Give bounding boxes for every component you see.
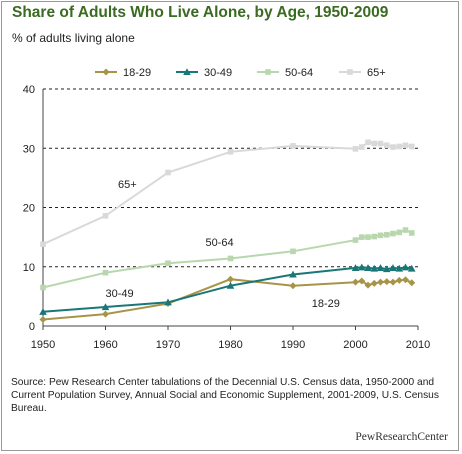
data-point-65+ [377, 140, 384, 147]
data-point-50-64 [352, 237, 359, 243]
data-point-18-29 [370, 279, 378, 287]
legend-marker-65+ [347, 69, 353, 75]
data-point-30-49 [370, 264, 379, 272]
y-tick-label: 40 [23, 84, 35, 96]
data-point-65+ [352, 146, 359, 152]
data-point-65+ [402, 142, 409, 149]
data-point-50-64 [165, 260, 171, 266]
x-tick-label: 1980 [218, 339, 242, 351]
data-point-65+ [102, 212, 109, 219]
pew-logo-text: PewResearchCenter [355, 431, 448, 443]
data-point-30-49 [407, 264, 416, 272]
data-point-65+ [396, 143, 403, 150]
data-point-18-29 [402, 276, 409, 284]
y-tick-label: 0 [29, 321, 35, 333]
data-point-50-64 [390, 230, 396, 237]
annotation-18-29: 18-29 [312, 298, 340, 310]
y-tick-label: 30 [23, 143, 35, 155]
legend-label-30-49: 30-49 [204, 67, 232, 79]
data-point-30-49 [401, 263, 410, 271]
data-point-65+ [383, 142, 390, 149]
y-tick-label: 10 [23, 262, 35, 274]
data-point-50-64 [396, 229, 403, 236]
data-point-65+ [365, 139, 371, 146]
legend: 18-29 30-49 50-64 65+ [95, 67, 386, 79]
series-lines [42, 141, 413, 321]
series-markers [39, 139, 416, 323]
data-point-50-64 [402, 227, 409, 233]
data-point-50-64 [377, 232, 384, 239]
data-point-50-64 [371, 233, 378, 240]
data-point-50-64 [290, 248, 296, 255]
legend-label-50-64: 50-64 [285, 67, 313, 79]
data-point-50-64 [408, 230, 415, 236]
chart-subtitle: % of adults living alone [12, 31, 135, 45]
data-point-65+ [371, 140, 378, 147]
annotation-50-64: 50-64 [206, 237, 234, 249]
data-point-18-29 [408, 279, 416, 287]
x-tick-label: 1960 [93, 339, 117, 351]
x-tick-label: 1970 [156, 339, 180, 351]
data-point-30-49 [164, 298, 172, 306]
data-point-65+ [390, 144, 396, 150]
data-point-30-49 [382, 265, 391, 273]
legend-label-18-29: 18-29 [123, 67, 151, 79]
data-point-50-64 [365, 234, 371, 240]
legend-marker-50-64 [265, 69, 271, 75]
data-point-18-29 [227, 275, 234, 283]
data-point-18-29 [389, 278, 397, 286]
x-tick-label: 2010 [406, 339, 430, 351]
data-point-18-29 [102, 310, 109, 318]
data-point-50-64 [358, 234, 365, 240]
legend-marker-18-29 [102, 68, 110, 76]
chart-title: Share of Adults Who Live Alone, by Age, … [12, 4, 389, 21]
data-point-65+ [408, 143, 415, 150]
data-point-30-49 [226, 281, 235, 289]
data-point-18-29 [364, 281, 372, 289]
data-point-65+ [40, 241, 46, 248]
data-point-18-29 [352, 278, 359, 286]
data-point-65+ [227, 149, 234, 155]
data-point-65+ [358, 144, 365, 150]
x-tick-label: 1990 [281, 339, 305, 351]
legend-marker-30-49 [183, 68, 191, 76]
annotation-65+: 65+ [118, 179, 137, 191]
data-point-18-29 [39, 315, 47, 323]
data-point-30-49 [395, 264, 404, 272]
data-point-18-29 [383, 278, 391, 286]
series-annotations: 18-29 30-49 50-64 65+ [106, 179, 340, 310]
data-point-50-64 [383, 231, 390, 238]
data-point-30-49 [357, 263, 366, 271]
x-tick-label: 1950 [31, 339, 55, 351]
data-point-65+ [165, 169, 171, 176]
annotation-30-49: 30-49 [106, 288, 134, 300]
data-point-50-64 [40, 284, 46, 291]
x-tick-label: 2000 [343, 339, 367, 351]
source-note: Source: Pew Research Center tabulations … [11, 377, 439, 414]
y-tick-label: 20 [23, 203, 35, 215]
data-point-30-49 [376, 264, 385, 271]
data-point-30-49 [39, 307, 47, 315]
legend-label-65+: 65+ [367, 67, 386, 79]
data-point-30-49 [101, 303, 110, 311]
data-point-50-64 [102, 269, 109, 276]
data-point-18-29 [289, 282, 297, 290]
series-line-18-29 [42, 278, 413, 321]
data-point-18-29 [358, 277, 366, 285]
data-point-30-49 [289, 270, 297, 278]
data-point-30-49 [389, 264, 397, 271]
axes: 0 10 20 30 40 1950 1960 1970 1980 1990 2000 2010 [23, 84, 430, 351]
series-line-65+ [42, 141, 412, 246]
data-point-18-29 [377, 278, 384, 286]
data-point-30-49 [351, 264, 360, 271]
data-point-30-49 [364, 264, 372, 271]
data-point-18-29 [395, 276, 403, 284]
data-point-65+ [290, 143, 296, 149]
data-point-50-64 [227, 255, 234, 262]
